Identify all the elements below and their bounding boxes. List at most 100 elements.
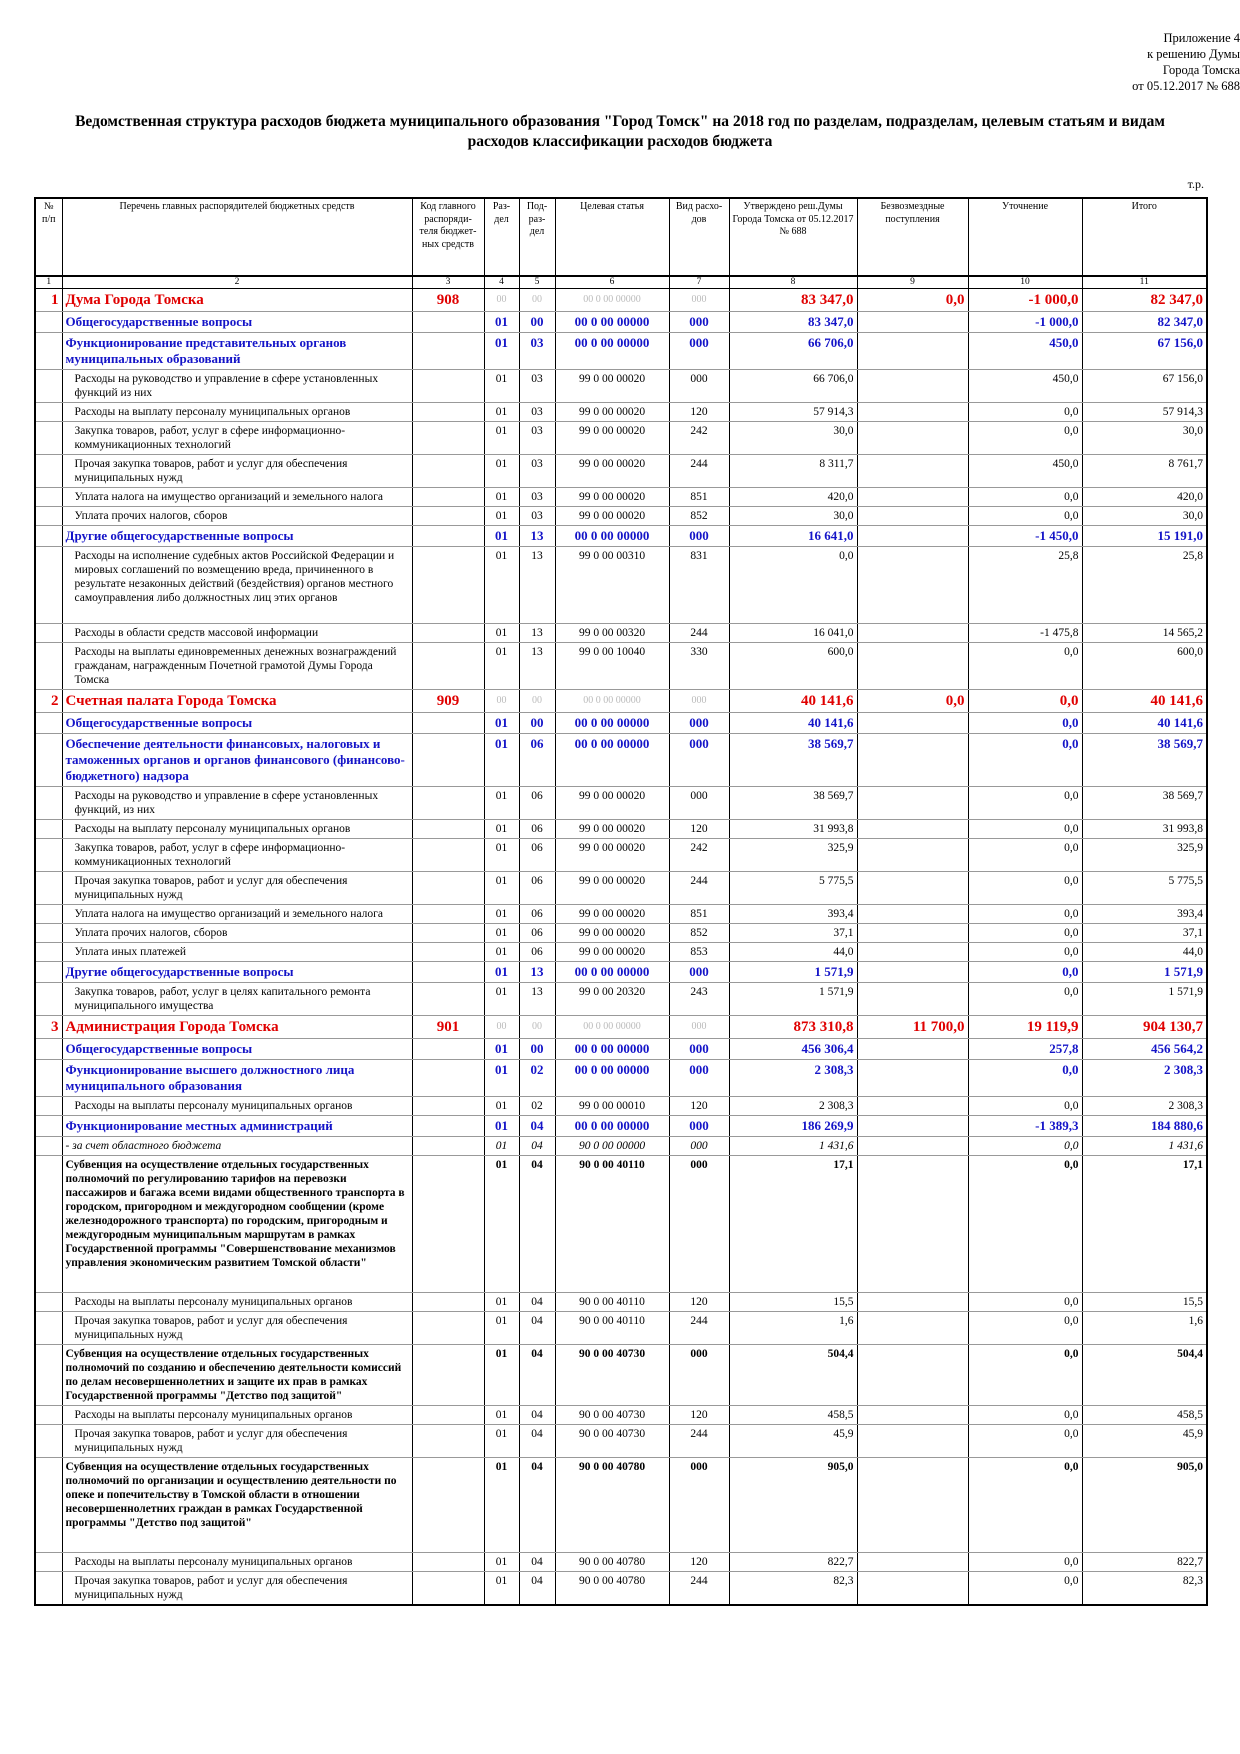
- table-cell: 000: [668, 1015, 730, 1039]
- table-cell: [856, 487, 969, 507]
- table-cell: [856, 786, 969, 820]
- table-cell: 30,0: [1081, 506, 1208, 526]
- table-cell: 99 0 00 00020: [554, 923, 670, 943]
- table-cell: 16 041,0: [728, 623, 858, 643]
- table-cell: 14 565,2: [1081, 623, 1208, 643]
- table-cell: [34, 525, 63, 547]
- table-cell: 325,9: [728, 838, 858, 872]
- table-cell: Расходы на руководство и управление в сф…: [61, 369, 413, 403]
- table-cell: 90 0 00 40110: [554, 1292, 670, 1312]
- table-cell: 00: [518, 689, 556, 713]
- table-row: Расходы на выплаты персоналу муниципальн…: [34, 1292, 1208, 1312]
- table-cell: 244: [668, 623, 730, 643]
- table-cell: 0,0: [967, 1096, 1083, 1116]
- table-cell: 000: [668, 311, 730, 333]
- table-cell: Функционирование представительных органо…: [61, 332, 413, 370]
- table-cell: [34, 487, 63, 507]
- table-cell: 0,0: [728, 546, 858, 624]
- appendix-line: от 05.12.2017 № 688: [1132, 79, 1240, 93]
- table-cell: Прочая закупка товаров, работ и услуг дл…: [61, 871, 413, 905]
- table-cell: 393,4: [1081, 904, 1208, 924]
- table-cell: 04: [518, 1155, 556, 1293]
- table-cell: 0,0: [967, 1571, 1083, 1606]
- table-cell: [856, 1096, 969, 1116]
- table-cell: 99 0 00 00020: [554, 838, 670, 872]
- table-row: Прочая закупка товаров, работ и услуг дл…: [34, 454, 1208, 488]
- table-cell: 99 0 00 00020: [554, 454, 670, 488]
- table-cell: 0,0: [967, 1457, 1083, 1553]
- table-cell: [411, 1344, 485, 1406]
- table-cell: 90 0 00 40730: [554, 1405, 670, 1425]
- table-cell: 00: [518, 1038, 556, 1060]
- table-cell: [34, 311, 63, 333]
- table-cell: 30,0: [728, 506, 858, 526]
- table-cell: 0,0: [967, 923, 1083, 943]
- table-cell: 99 0 00 00020: [554, 904, 670, 924]
- table-cell: [411, 506, 485, 526]
- table-cell: 67 156,0: [1081, 369, 1208, 403]
- table-cell: [34, 1292, 63, 1312]
- table-cell: 00 0 00 00000: [554, 1059, 670, 1097]
- table-cell: 37,1: [1081, 923, 1208, 943]
- table-cell: [411, 421, 485, 455]
- table-cell: 901: [411, 1015, 485, 1039]
- header-row: № п/п Перечень главных распорядителей бюд…: [34, 198, 1208, 277]
- table-cell: 90 0 00 40110: [554, 1155, 670, 1293]
- table-cell: 45,9: [1081, 1424, 1208, 1458]
- table-cell: 01: [483, 942, 520, 962]
- table-cell: [411, 1115, 485, 1137]
- table-cell: 000: [668, 1115, 730, 1137]
- table-cell: 06: [518, 733, 556, 787]
- table-cell: 000: [668, 332, 730, 370]
- table-cell: 904 130,7: [1081, 1015, 1208, 1039]
- table-cell: 31 993,8: [1081, 819, 1208, 839]
- table-cell: 600,0: [1081, 642, 1208, 690]
- table-cell: 0,0: [967, 904, 1083, 924]
- column-header: № п/п: [34, 198, 63, 277]
- table-cell: [34, 1115, 63, 1137]
- table-cell: [411, 1096, 485, 1116]
- table-cell: 99 0 00 00010: [554, 1096, 670, 1116]
- table-cell: 82,3: [1081, 1571, 1208, 1606]
- table-cell: 000: [668, 288, 730, 312]
- table-cell: [856, 1038, 969, 1060]
- table-cell: [411, 838, 485, 872]
- column-header: Безвозмездные поступления: [856, 198, 969, 277]
- table-cell: [856, 525, 969, 547]
- column-number: 11: [1081, 276, 1208, 289]
- table-cell: 00 0 00 00000: [554, 332, 670, 370]
- table-cell: Закупка товаров, работ, услуг в сфере ин…: [61, 421, 413, 455]
- table-cell: 40 141,6: [1081, 689, 1208, 713]
- table-cell: 66 706,0: [728, 369, 858, 403]
- table-cell: [411, 332, 485, 370]
- table-cell: 01: [483, 1311, 520, 1345]
- table-row: Субвенция на осуществление отдельных гос…: [34, 1344, 1208, 1406]
- table-row: Общегосударственные вопросы 01 00 00 0 00 0…: [34, 712, 1208, 734]
- table-cell: 44,0: [728, 942, 858, 962]
- table-cell: 000: [668, 1344, 730, 1406]
- table-cell: 57 914,3: [728, 402, 858, 422]
- budget-table: № п/п Перечень главных распорядителей бюд…: [34, 197, 1208, 1606]
- table-cell: 3: [34, 1015, 63, 1039]
- table-cell: 04: [518, 1115, 556, 1137]
- table-cell: 00 0 00 00000: [554, 689, 670, 713]
- table-cell: 01: [483, 904, 520, 924]
- table-cell: 01: [483, 642, 520, 690]
- table-cell: Дума Города Томска: [61, 288, 413, 312]
- appendix-line: к решению Думы Города Томска: [1147, 47, 1240, 77]
- table-cell: 01: [483, 1344, 520, 1406]
- table-cell: 0,0: [967, 1155, 1083, 1293]
- table-cell: 1 431,6: [728, 1136, 858, 1156]
- table-cell: Расходы в области средств массовой инфор…: [61, 623, 413, 643]
- table-cell: [34, 1311, 63, 1345]
- table-cell: 82 347,0: [1081, 288, 1208, 312]
- table-cell: 0,0: [967, 1552, 1083, 1572]
- table-cell: 831: [668, 546, 730, 624]
- table-cell: [411, 1405, 485, 1425]
- table-cell: [34, 623, 63, 643]
- column-number-row: 1 2 3 4 5 6 7 8 9 10 11: [34, 276, 1208, 289]
- table-cell: [34, 733, 63, 787]
- table-cell: Прочая закупка товаров, работ и услуг дл…: [61, 1424, 413, 1458]
- table-cell: [34, 332, 63, 370]
- table-cell: 38 569,7: [1081, 733, 1208, 787]
